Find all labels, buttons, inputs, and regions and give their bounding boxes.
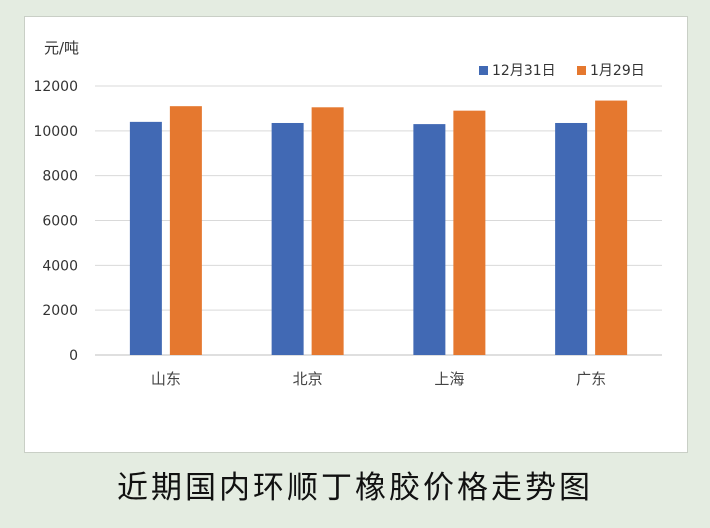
category-label: 北京 — [293, 370, 323, 388]
category-label: 广东 — [576, 370, 606, 388]
legend-swatch — [577, 66, 586, 75]
bar — [555, 122, 588, 355]
chart-caption: 近期国内环顺丁橡胶价格走势图 — [117, 470, 593, 506]
y-tick-label: 10000 — [33, 124, 78, 140]
legend-swatch — [479, 66, 488, 75]
bars — [129, 100, 628, 356]
y-tick-label: 8000 — [42, 169, 78, 185]
legend: 12月31日 1月29日 — [479, 63, 645, 79]
legend-label: 1月29日 — [590, 63, 645, 79]
bar — [129, 121, 162, 355]
unit-label: 元/吨 — [44, 39, 79, 57]
category-label: 山东 — [151, 370, 181, 388]
y-tick-label: 4000 — [42, 258, 78, 274]
category-labels: 山东 北京 上海 广东 — [151, 370, 606, 388]
bar — [169, 106, 202, 355]
bar — [595, 100, 628, 355]
bar — [271, 122, 304, 355]
bar — [413, 124, 446, 355]
y-tick-label: 0 — [69, 348, 78, 364]
legend-label: 12月31日 — [492, 63, 556, 79]
y-tick-label: 6000 — [42, 214, 78, 230]
y-tick-labels: 0 2000 4000 6000 8000 10000 12000 — [33, 79, 78, 364]
y-tick-label: 2000 — [42, 303, 78, 319]
category-label: 上海 — [434, 370, 464, 388]
bar — [311, 107, 344, 355]
y-tick-label: 12000 — [33, 79, 78, 95]
bar — [453, 110, 486, 356]
